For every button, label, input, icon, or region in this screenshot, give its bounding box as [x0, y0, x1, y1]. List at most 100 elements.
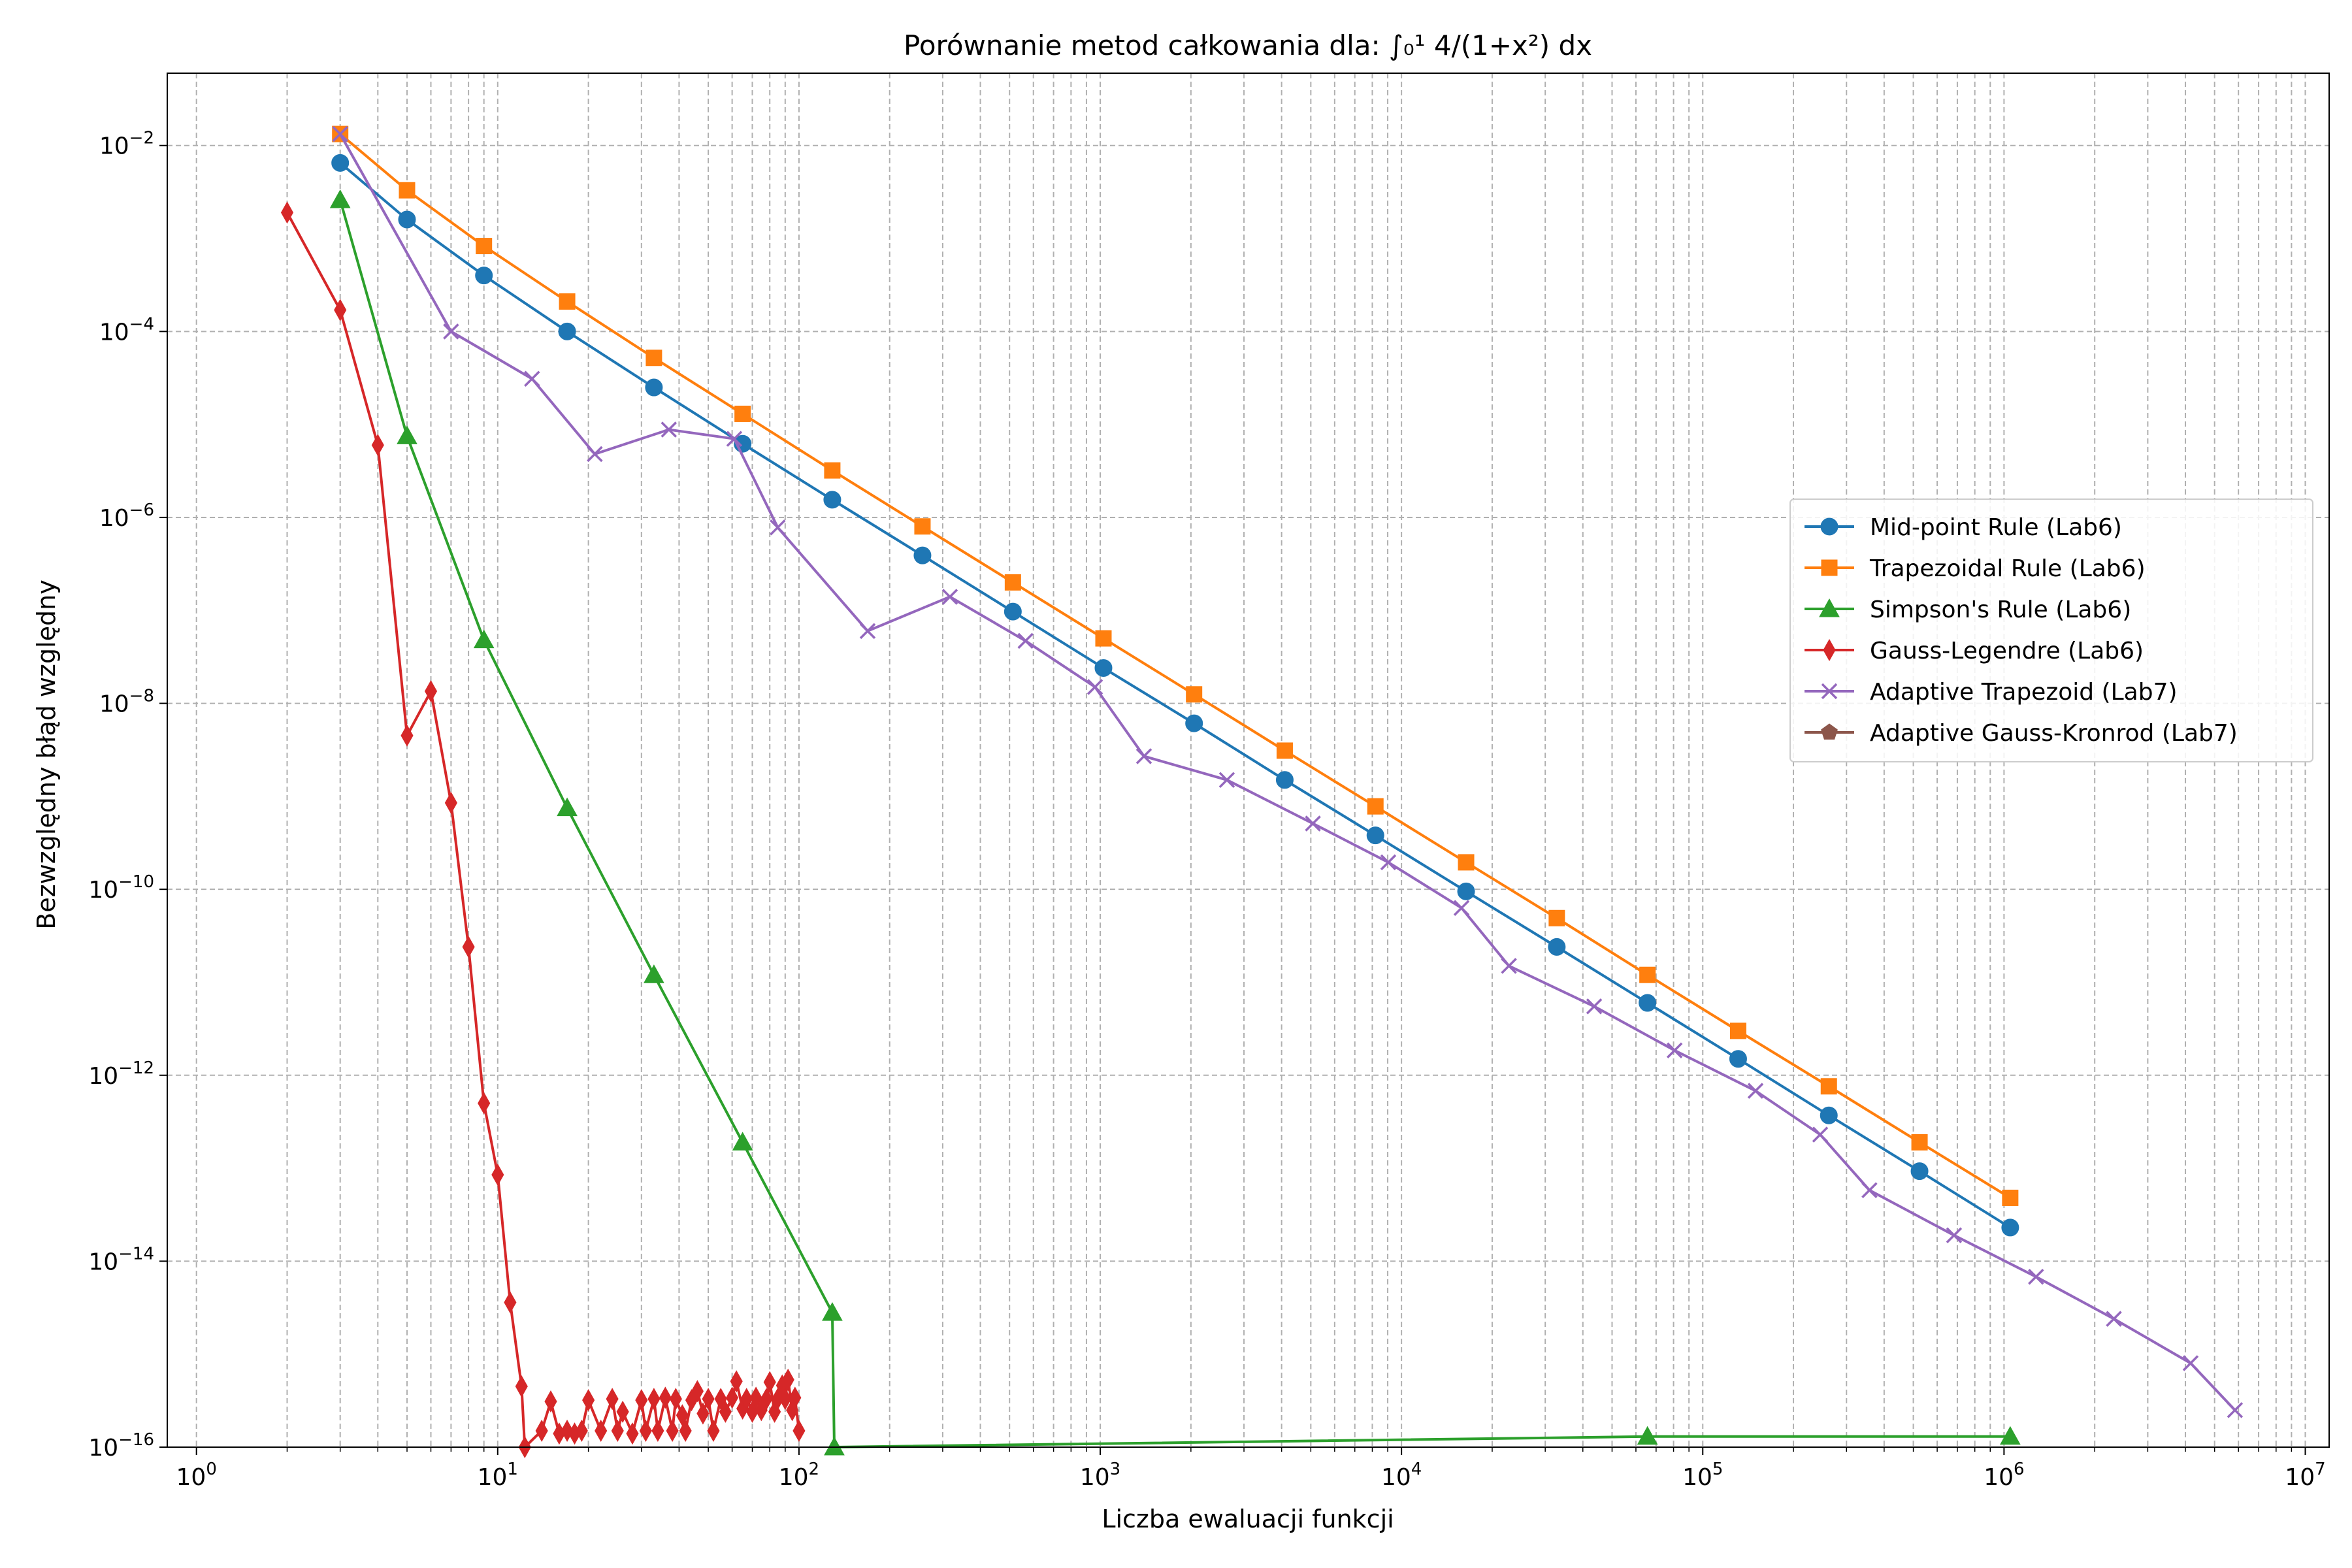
x-tick-label: 105	[1682, 1460, 1723, 1491]
data-point	[914, 518, 931, 535]
legend-label: Mid-point Rule (Lab6)	[1870, 514, 2122, 541]
series-line	[339, 161, 2011, 1229]
legend-marker	[1819, 598, 1840, 617]
data-point	[730, 1370, 743, 1393]
x-tick-label: 104	[1381, 1460, 1422, 1491]
data-point	[444, 791, 457, 814]
data-point	[1548, 938, 1566, 956]
data-point	[740, 1388, 753, 1411]
data-point	[1185, 714, 1203, 732]
legend-label: Adaptive Gauss-Kronrod (Lab7)	[1870, 720, 2238, 747]
data-point	[1218, 772, 1235, 789]
data-point	[707, 1419, 720, 1442]
x-axis-label: Liczba ewaluacji funkcji	[1102, 1505, 1394, 1533]
data-point	[1095, 630, 1112, 647]
data-point	[734, 405, 751, 422]
data-point	[1946, 1227, 1963, 1243]
data-point	[475, 267, 493, 285]
data-point	[824, 1436, 845, 1456]
data-point	[331, 154, 350, 172]
plot-frame	[167, 73, 2330, 1448]
data-point	[606, 1388, 619, 1411]
data-point	[1305, 815, 1321, 832]
data-point	[635, 1389, 648, 1412]
y-tick-label: 10−8	[99, 687, 154, 718]
legend-marker	[1820, 517, 1838, 536]
x-tick-label: 107	[2285, 1460, 2325, 1491]
data-point	[595, 1419, 608, 1442]
data-point	[398, 210, 416, 229]
legend-item: Adaptive Trapezoid (Lab7)	[1805, 679, 2178, 706]
data-point	[651, 1419, 664, 1442]
data-point	[2106, 1311, 2122, 1327]
legend: Mid-point Rule (Lab6) Trapezoidal Rule (L…	[1789, 498, 2313, 762]
data-point	[2002, 1189, 2019, 1206]
data-point	[559, 293, 576, 310]
data-point	[763, 1371, 776, 1394]
data-point	[859, 623, 876, 640]
legend-item: Adaptive Gauss-Kronrod (Lab7)	[1805, 720, 2238, 747]
data-point	[1666, 1042, 1683, 1058]
data-point	[2182, 1355, 2199, 1371]
data-point	[719, 1400, 732, 1423]
data-point	[557, 797, 578, 817]
data-point	[781, 1368, 794, 1391]
data-point	[2000, 1426, 2021, 1445]
data-point	[334, 299, 347, 321]
data-point	[1276, 742, 1293, 759]
data-point	[644, 964, 664, 983]
series-line	[339, 133, 2011, 1200]
data-point	[1747, 1083, 1764, 1099]
grid	[167, 73, 2329, 1448]
data-point	[544, 1390, 557, 1413]
data-point	[515, 1375, 528, 1398]
data-point	[1380, 854, 1397, 871]
y-tick-label: 10−16	[88, 1430, 154, 1462]
data-point	[575, 1419, 588, 1442]
data-point	[280, 201, 294, 224]
chart-title: Porównanie metod całkowania dla: ∫₀¹ 4/(…	[904, 29, 1592, 61]
data-point	[424, 679, 438, 703]
data-point	[941, 589, 958, 605]
legend-marker	[1823, 638, 1836, 662]
data-point	[792, 1419, 806, 1442]
data-point	[1275, 771, 1294, 789]
data-point	[639, 1419, 652, 1442]
data-point	[1367, 798, 1384, 815]
legend-item: Gauss-Legendre (Lab6)	[1805, 638, 2144, 664]
data-point	[1637, 1426, 1658, 1445]
legend-label: Simpson's Rule (Lab6)	[1870, 596, 2131, 623]
data-point	[1861, 1182, 1878, 1198]
data-point	[2227, 1402, 2244, 1418]
data-point	[702, 1388, 715, 1411]
y-axis-label: Bezwzględny błąd względny	[32, 580, 61, 929]
data-point	[824, 462, 841, 479]
data-point	[1910, 1162, 1929, 1181]
series-3	[329, 189, 2021, 1456]
legend-marker	[1821, 559, 1838, 576]
legend-marker	[1821, 723, 1838, 740]
data-point	[645, 350, 662, 367]
data-point	[669, 1388, 682, 1411]
data-point	[666, 1419, 679, 1442]
series-line	[338, 199, 2010, 1448]
data-point	[626, 1422, 639, 1445]
x-tick-label: 101	[478, 1460, 518, 1491]
data-point	[679, 1419, 692, 1442]
data-point	[691, 1380, 704, 1403]
data-point	[504, 1291, 517, 1314]
data-point	[1004, 574, 1021, 591]
data-point	[1639, 994, 1657, 1012]
axis-ticks: 100 101 102 103 104 105 106 107 10−16 10−14 10−12 1…	[88, 129, 2325, 1491]
data-point	[749, 1386, 762, 1409]
data-point	[1135, 748, 1152, 764]
data-point	[582, 1389, 595, 1412]
data-point	[462, 936, 475, 958]
y-tick-label: 10−2	[99, 129, 154, 160]
legend-item: Simpson's Rule (Lab6)	[1805, 596, 2131, 623]
data-point	[1458, 854, 1475, 871]
data-point	[1911, 1134, 1928, 1151]
data-point	[1457, 882, 1475, 900]
